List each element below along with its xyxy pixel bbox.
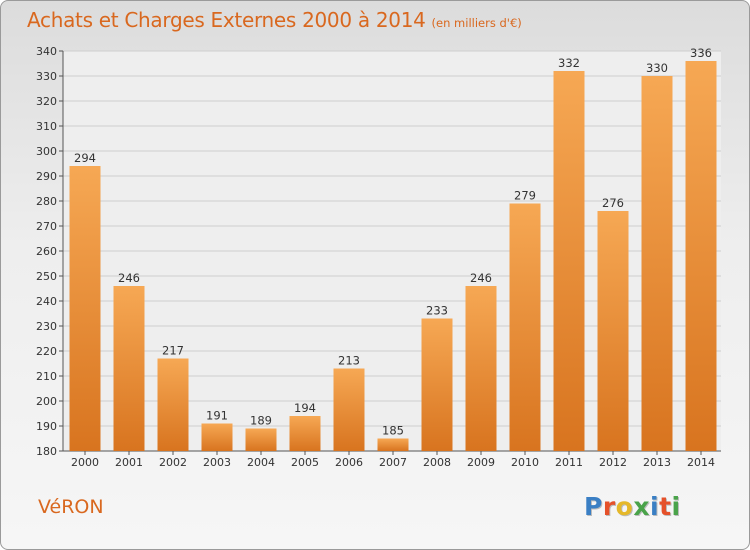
x-tick-label: 2003 [203,456,231,469]
x-tick-label: 2001 [115,456,143,469]
y-tick-label: 280 [36,195,57,208]
data-label: 213 [338,354,360,368]
data-label: 191 [206,409,228,423]
data-label: 194 [294,401,316,415]
bar [289,416,321,451]
x-tick-label: 2013 [643,456,671,469]
y-tick-label: 230 [36,320,57,333]
data-label: 294 [74,151,96,165]
data-label: 336 [690,46,712,60]
x-tick-label: 2004 [247,456,275,469]
x-tick-label: 2000 [71,456,99,469]
y-tick-label: 210 [36,370,57,383]
x-tick-label: 2007 [379,456,407,469]
x-tick-label: 2006 [335,456,363,469]
y-tick-label: 340 [36,45,57,58]
data-label: 246 [118,271,140,285]
x-tick-label: 2008 [423,456,451,469]
logo-letter: r [602,492,616,521]
data-label: 217 [162,344,184,358]
bar [333,368,365,451]
y-tick-label: 310 [36,120,57,133]
x-tick-label: 2002 [159,456,187,469]
data-label: 185 [382,424,404,438]
logo-letter: x [633,492,650,521]
logo-letter: i [650,492,660,521]
y-tick-label: 200 [36,395,57,408]
bar [421,318,453,451]
y-tick-label: 250 [36,270,57,283]
bar [465,286,497,451]
y-tick-label: 290 [36,170,57,183]
bar [113,286,145,451]
labels: 2000 294 2001 246 2002 217 2003 191 2004 189 2005 1… [71,46,715,469]
x-tick-label: 2009 [467,456,495,469]
bar [685,61,717,451]
proxiti-logo[interactable]: Proxiti [584,492,681,521]
x-tick-label: 2014 [687,456,715,469]
commune-name: VéRON [38,496,104,518]
x-tick-label: 2012 [599,456,627,469]
x-tick-label: 2011 [555,456,583,469]
bar [69,166,101,451]
y-tick-label: 320 [36,95,57,108]
bar [201,423,233,451]
bars [69,61,717,451]
data-label: 330 [646,61,668,75]
logo-letter: t [659,492,672,521]
bar [641,76,673,451]
y-tick-label: 330 [36,70,57,83]
y-tick-label: 220 [36,345,57,358]
data-label: 233 [426,304,448,318]
y-tick-label: 260 [36,245,57,258]
y-tick-label: 300 [36,145,57,158]
y-tick-label: 180 [36,445,57,458]
bar [245,428,277,451]
y-tick-label: 240 [36,295,57,308]
y-tick-label: 190 [36,420,57,433]
bar [157,358,189,451]
y-tick-label: 270 [36,220,57,233]
bar [553,71,585,451]
data-label: 276 [602,196,624,210]
data-label: 279 [514,189,536,203]
bar [377,438,409,451]
logo-letter: P [584,492,603,521]
data-label: 246 [470,271,492,285]
bar [509,203,541,451]
logo-letter: o [615,492,634,521]
data-label: 189 [250,414,272,428]
bar [597,211,629,451]
logo-letter: i [671,492,681,521]
chart-title-text: Achats et Charges Externes 2000 à 2014 [27,8,426,32]
data-label: 332 [558,56,580,70]
x-tick-label: 2005 [291,456,319,469]
chart-subtitle: (en milliers d'€) [431,16,522,30]
x-tick-label: 2010 [511,456,539,469]
chart-title: Achats et Charges Externes 2000 à 2014 (e… [27,8,522,32]
